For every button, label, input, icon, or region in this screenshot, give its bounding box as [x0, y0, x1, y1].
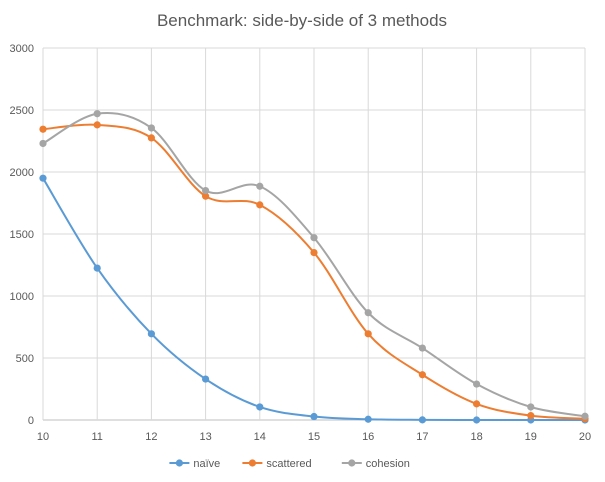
data-point-na-ve: [473, 416, 481, 424]
x-tick-label: 15: [308, 431, 320, 443]
data-point-scattered: [418, 371, 426, 379]
gridlines: [42, 47, 586, 421]
data-point-cohesion: [202, 187, 210, 195]
data-point-scattered: [364, 330, 372, 338]
y-tick-label: 0: [28, 415, 34, 427]
legend-item-scattered: scattered: [242, 458, 312, 470]
data-point-cohesion: [527, 403, 535, 411]
legend-marker: [348, 459, 356, 467]
data-point-na-ve: [202, 375, 210, 383]
x-tick-label: 19: [525, 431, 537, 443]
data-point-cohesion: [256, 182, 264, 190]
data-point-scattered: [527, 412, 535, 420]
data-point-na-ve: [39, 174, 47, 182]
data-point-cohesion: [147, 124, 155, 132]
y-tick-label: 3000: [10, 43, 34, 55]
y-tick-label: 1500: [10, 229, 34, 241]
legend-item-na-ve: naïve: [169, 458, 220, 470]
legend-item-cohesion: cohesion: [341, 458, 410, 470]
x-tick-label: 17: [416, 431, 428, 443]
x-tick-label: 18: [470, 431, 482, 443]
data-point-cohesion: [39, 139, 47, 148]
x-tick-label: 11: [91, 431, 102, 443]
data-point-na-ve: [256, 403, 264, 411]
legend-label: naïve: [193, 458, 220, 470]
plot-area: [39, 110, 589, 424]
data-point-cohesion: [581, 412, 589, 420]
data-point-scattered: [256, 201, 264, 209]
data-point-na-ve: [310, 412, 318, 421]
x-tick-label: 14: [254, 431, 266, 443]
data-point-cohesion: [418, 344, 426, 352]
y-tick-label: 500: [16, 353, 34, 365]
series-line-na-ve: [42, 177, 586, 422]
x-tick-label: 13: [199, 431, 211, 443]
data-point-na-ve: [418, 416, 426, 424]
x-tick-label: 20: [579, 431, 591, 443]
data-point-cohesion: [310, 234, 318, 242]
data-point-cohesion: [364, 309, 372, 317]
x-tick-label: 12: [145, 431, 157, 443]
legend-marker: [248, 459, 256, 467]
y-axis: 0 500 1000 1500 2000 2500 3000: [10, 43, 34, 427]
y-tick-label: 2000: [10, 167, 34, 179]
legend-label: cohesion: [366, 458, 410, 470]
data-point-scattered: [147, 134, 155, 142]
legend-label: scattered: [266, 458, 311, 470]
legend-marker: [175, 459, 183, 467]
data-point-scattered: [310, 249, 318, 257]
data-point-scattered: [39, 125, 47, 133]
data-point-na-ve: [93, 264, 101, 272]
y-tick-label: 1000: [10, 291, 34, 303]
y-tick-label: 2500: [10, 105, 34, 117]
data-point-cohesion: [473, 380, 481, 388]
data-point-na-ve: [364, 415, 372, 423]
data-point-scattered: [202, 192, 210, 200]
data-point-na-ve: [147, 330, 155, 338]
data-point-cohesion: [93, 110, 101, 118]
data-point-scattered: [473, 400, 481, 408]
chart-title: Benchmark: side-by-side of 3 methods: [157, 11, 447, 30]
x-tick-label: 10: [37, 431, 49, 443]
legend: naïve scattered cohesion: [169, 458, 410, 470]
data-point-scattered: [93, 121, 101, 129]
x-tick-label: 16: [362, 431, 374, 443]
x-axis: 10 11 12 13 14 15 16 17 18 19 20: [37, 431, 591, 443]
